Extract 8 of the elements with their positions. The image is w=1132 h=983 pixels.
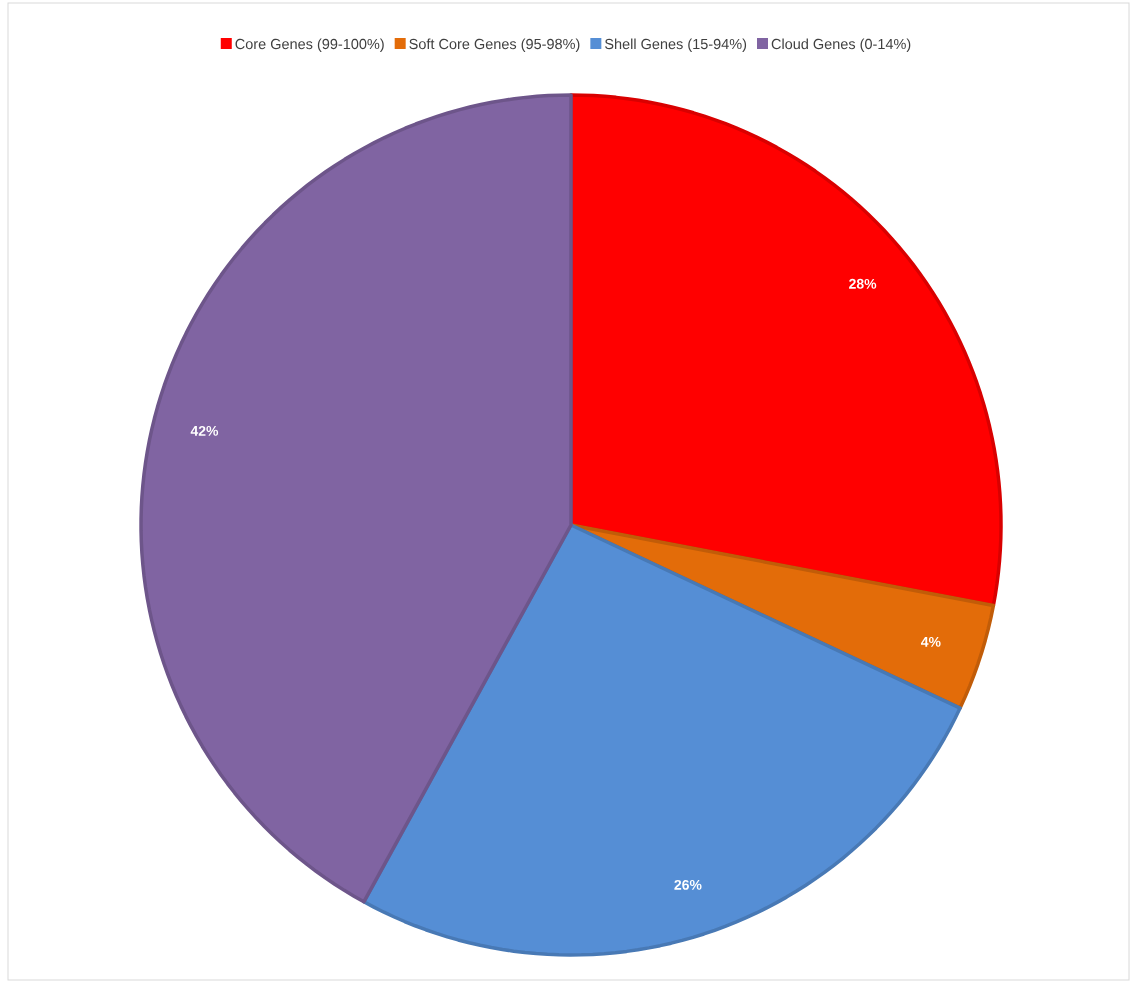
data-label: 26% — [674, 879, 702, 890]
legend-label: Cloud Genes (0-14%) — [771, 38, 911, 52]
legend-label: Soft Core Genes (95-98%) — [409, 38, 580, 52]
legend-label: Core Genes (99-100%) — [235, 38, 384, 52]
data-label: 42% — [190, 425, 219, 436]
data-label: 4% — [920, 636, 941, 647]
data-label: 28% — [849, 278, 877, 289]
legend-label: Shell Genes (15-94%) — [605, 38, 747, 52]
